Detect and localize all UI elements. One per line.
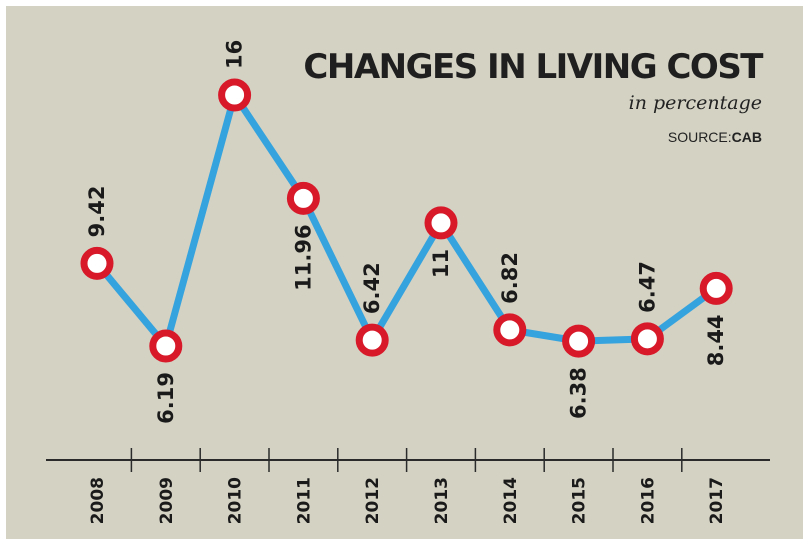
tick-label-2009: 2009 [157,477,177,524]
value-label-2014: 6.82 [498,252,522,304]
data-point-2015 [562,324,596,358]
tick-label-2011: 2011 [294,477,314,524]
markers-group [80,78,733,363]
series-line [94,91,719,350]
tick-label-2013: 2013 [432,477,452,524]
chart-subtitle: in percentage [629,92,762,114]
source-label: SOURCE: [668,129,732,145]
source-name: CAB [732,129,762,145]
value-label-2016: 6.47 [635,261,659,313]
value-label-2010: 16 [223,40,247,69]
data-point-2013 [424,206,458,240]
tick-label-2017: 2017 [707,477,727,524]
tick-label-2008: 2008 [88,477,108,524]
tick-label-2015: 2015 [570,477,590,524]
data-point-2016 [630,322,664,356]
data-point-2014 [493,313,527,347]
value-label-2009: 6.19 [154,372,178,424]
chart-title: CHANGES IN LIVING COST [303,47,764,87]
value-label-2017: 8.44 [704,314,728,366]
data-point-2012 [355,323,389,357]
data-point-2011 [286,181,320,215]
value-label-2015: 6.38 [567,367,591,419]
data-point-2008 [80,246,114,280]
data-point-2010 [218,78,252,112]
value-label-2013: 11 [429,249,453,278]
data-point-2017 [699,271,733,305]
value-labels-group: 9.42 6.19 16 11.96 6.42 11 6.82 6.38 6.47 8.44 [85,40,728,424]
chart-source: SOURCE:CAB [668,129,762,145]
tick-label-2016: 2016 [638,477,658,524]
value-label-2008: 9.42 [85,186,109,238]
tick-label-2012: 2012 [363,477,383,524]
x-axis [46,448,770,472]
tick-labels-group: 2008 2009 2010 2011 2012 2013 2014 2015 2016 2017 [88,477,727,524]
value-label-2011: 11.96 [291,224,315,290]
chart-background [6,6,803,539]
tick-label-2014: 2014 [501,477,521,524]
value-label-2012: 6.42 [360,262,384,314]
series-line-group [94,91,719,350]
data-point-2009 [149,329,183,363]
tick-label-2010: 2010 [226,477,246,524]
